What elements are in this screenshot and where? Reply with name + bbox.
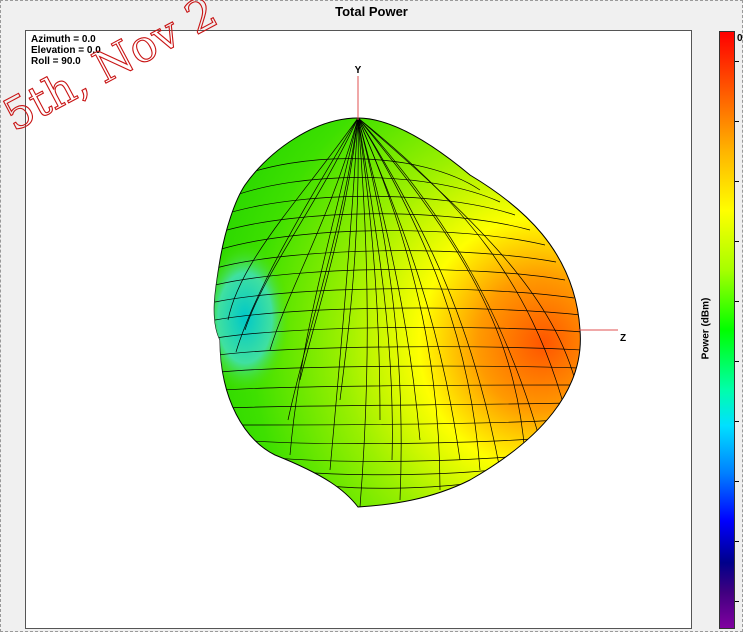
- color-scale-title: Power (dBm): [700, 297, 712, 360]
- pattern-surface: [213, 117, 581, 508]
- plot-title: Total Power: [335, 4, 408, 19]
- color-scale-ticks: [735, 31, 743, 629]
- color-scale-max-label: 0: [737, 33, 743, 44]
- z-axis-label: Z: [620, 333, 626, 344]
- color-scale-bar: [719, 31, 735, 629]
- elevation-readout: Elevation = 0.0: [31, 45, 101, 56]
- azimuth-readout: Azimuth = 0.0: [31, 34, 96, 45]
- y-axis-label: Y: [355, 65, 362, 76]
- orientation-readout: Azimuth = 0.0 Elevation = 0.0 Roll = 90.…: [31, 34, 101, 67]
- roll-readout: Roll = 90.0: [31, 56, 81, 67]
